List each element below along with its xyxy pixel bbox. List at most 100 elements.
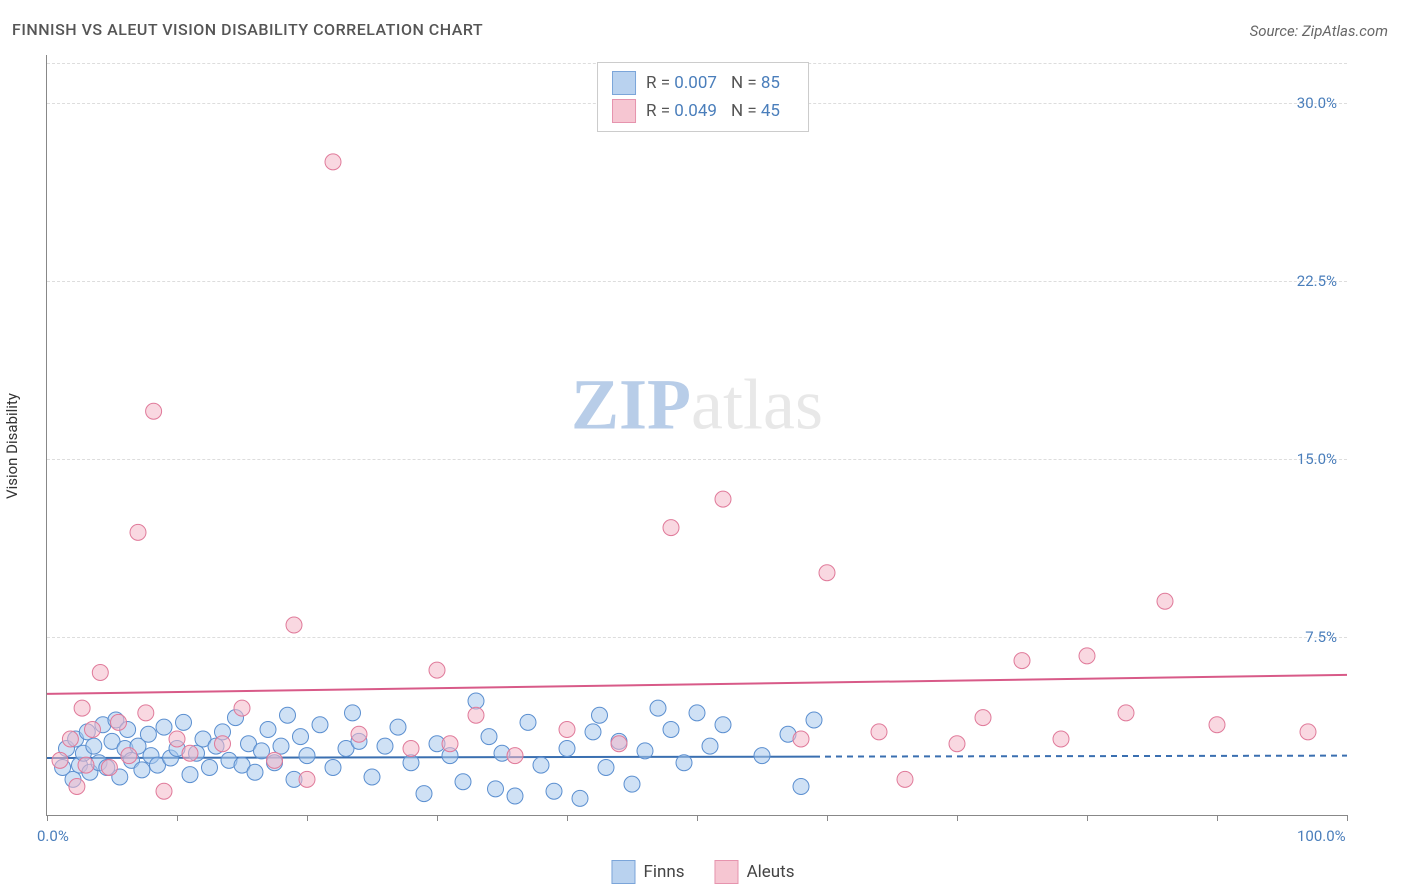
- legend-row: R = 0.049N = 45: [612, 97, 794, 125]
- bottom-legend-item: Finns: [611, 860, 684, 884]
- scatter-point: [377, 738, 393, 754]
- scatter-point: [345, 705, 361, 721]
- scatter-point: [202, 760, 218, 776]
- scatter-point: [280, 707, 296, 723]
- scatter-point: [819, 565, 835, 581]
- legend-stats: R = 0.049N = 45: [646, 101, 794, 121]
- scatter-point: [897, 771, 913, 787]
- x-tick: [827, 815, 828, 821]
- scatter-point: [442, 736, 458, 752]
- legend-row: R = 0.007N = 85: [612, 69, 794, 97]
- scatter-point: [1300, 724, 1316, 740]
- x-tick: [437, 815, 438, 821]
- scatter-point: [1209, 717, 1225, 733]
- scatter-point: [429, 662, 445, 678]
- legend-stats: R = 0.007N = 85: [646, 73, 794, 93]
- scatter-point: [176, 714, 192, 730]
- scatter-point: [78, 757, 94, 773]
- scatter-point: [130, 524, 146, 540]
- x-tick: [957, 815, 958, 821]
- scatter-point: [403, 755, 419, 771]
- scatter-point: [488, 781, 504, 797]
- scatter-point: [507, 748, 523, 764]
- x-tick: [1347, 815, 1348, 821]
- scatter-point: [559, 741, 575, 757]
- chart-container: FINNISH VS ALEUT VISION DISABILITY CORRE…: [0, 0, 1406, 892]
- scatter-point: [715, 717, 731, 733]
- scatter-point: [101, 760, 117, 776]
- source-label: Source: ZipAtlas.com: [1250, 22, 1388, 40]
- scatter-point: [1053, 731, 1069, 747]
- bottom-legend-item: Aleuts: [715, 860, 795, 884]
- scatter-point: [299, 771, 315, 787]
- scatter-point: [86, 738, 102, 754]
- scatter-point: [546, 783, 562, 799]
- scatter-point: [507, 788, 523, 804]
- x-tick: [697, 815, 698, 821]
- scatter-point: [702, 738, 718, 754]
- top-legend: R = 0.007N = 85 R = 0.049N = 45: [597, 62, 809, 132]
- scatter-point: [481, 729, 497, 745]
- scatter-point: [85, 722, 101, 738]
- plot-svg: [47, 55, 1347, 815]
- scatter-point: [325, 154, 341, 170]
- legend-label: Finns: [643, 862, 684, 882]
- scatter-point: [286, 617, 302, 633]
- scatter-point: [325, 760, 341, 776]
- scatter-point: [1118, 705, 1134, 721]
- x-tick: [567, 815, 568, 821]
- scatter-point: [169, 731, 185, 747]
- x-tick: [177, 815, 178, 821]
- scatter-point: [267, 752, 283, 768]
- scatter-point: [806, 712, 822, 728]
- scatter-point: [146, 403, 162, 419]
- x-tick-label: 0.0%: [37, 827, 69, 845]
- scatter-point: [403, 741, 419, 757]
- x-tick: [47, 815, 48, 821]
- scatter-point: [572, 790, 588, 806]
- scatter-point: [689, 705, 705, 721]
- x-tick: [1217, 815, 1218, 821]
- scatter-point: [260, 722, 276, 738]
- scatter-point: [585, 724, 601, 740]
- scatter-point: [754, 748, 770, 764]
- scatter-point: [455, 774, 471, 790]
- scatter-point: [215, 736, 231, 752]
- scatter-point: [182, 767, 198, 783]
- scatter-point: [351, 726, 367, 742]
- scatter-point: [468, 707, 484, 723]
- legend-swatch: [612, 99, 636, 123]
- scatter-point: [1157, 593, 1173, 609]
- scatter-point: [793, 779, 809, 795]
- scatter-point: [247, 764, 263, 780]
- trend-line-dash-finns: [814, 756, 1347, 757]
- legend-swatch: [715, 860, 739, 884]
- scatter-point: [273, 738, 289, 754]
- scatter-point: [92, 665, 108, 681]
- scatter-point: [293, 729, 309, 745]
- scatter-point: [182, 745, 198, 761]
- plot-area: ZIPatlas 7.5%15.0%22.5%30.0%0.0%100.0%: [46, 55, 1347, 816]
- scatter-point: [637, 743, 653, 759]
- chart-title: FINNISH VS ALEUT VISION DISABILITY CORRE…: [12, 20, 483, 39]
- scatter-point: [69, 779, 85, 795]
- y-axis-label: Vision Disability: [3, 393, 21, 499]
- scatter-point: [468, 693, 484, 709]
- scatter-point: [663, 520, 679, 536]
- scatter-point: [416, 786, 432, 802]
- scatter-point: [1079, 648, 1095, 664]
- scatter-point: [52, 752, 68, 768]
- scatter-point: [121, 748, 137, 764]
- scatter-point: [975, 710, 991, 726]
- scatter-point: [111, 714, 127, 730]
- scatter-point: [592, 707, 608, 723]
- scatter-point: [138, 705, 154, 721]
- scatter-point: [676, 755, 692, 771]
- scatter-point: [156, 719, 172, 735]
- scatter-point: [312, 717, 328, 733]
- scatter-point: [611, 736, 627, 752]
- trend-line-aleuts: [47, 675, 1347, 694]
- x-tick-label: 100.0%: [1297, 827, 1346, 845]
- scatter-point: [533, 757, 549, 773]
- scatter-point: [650, 700, 666, 716]
